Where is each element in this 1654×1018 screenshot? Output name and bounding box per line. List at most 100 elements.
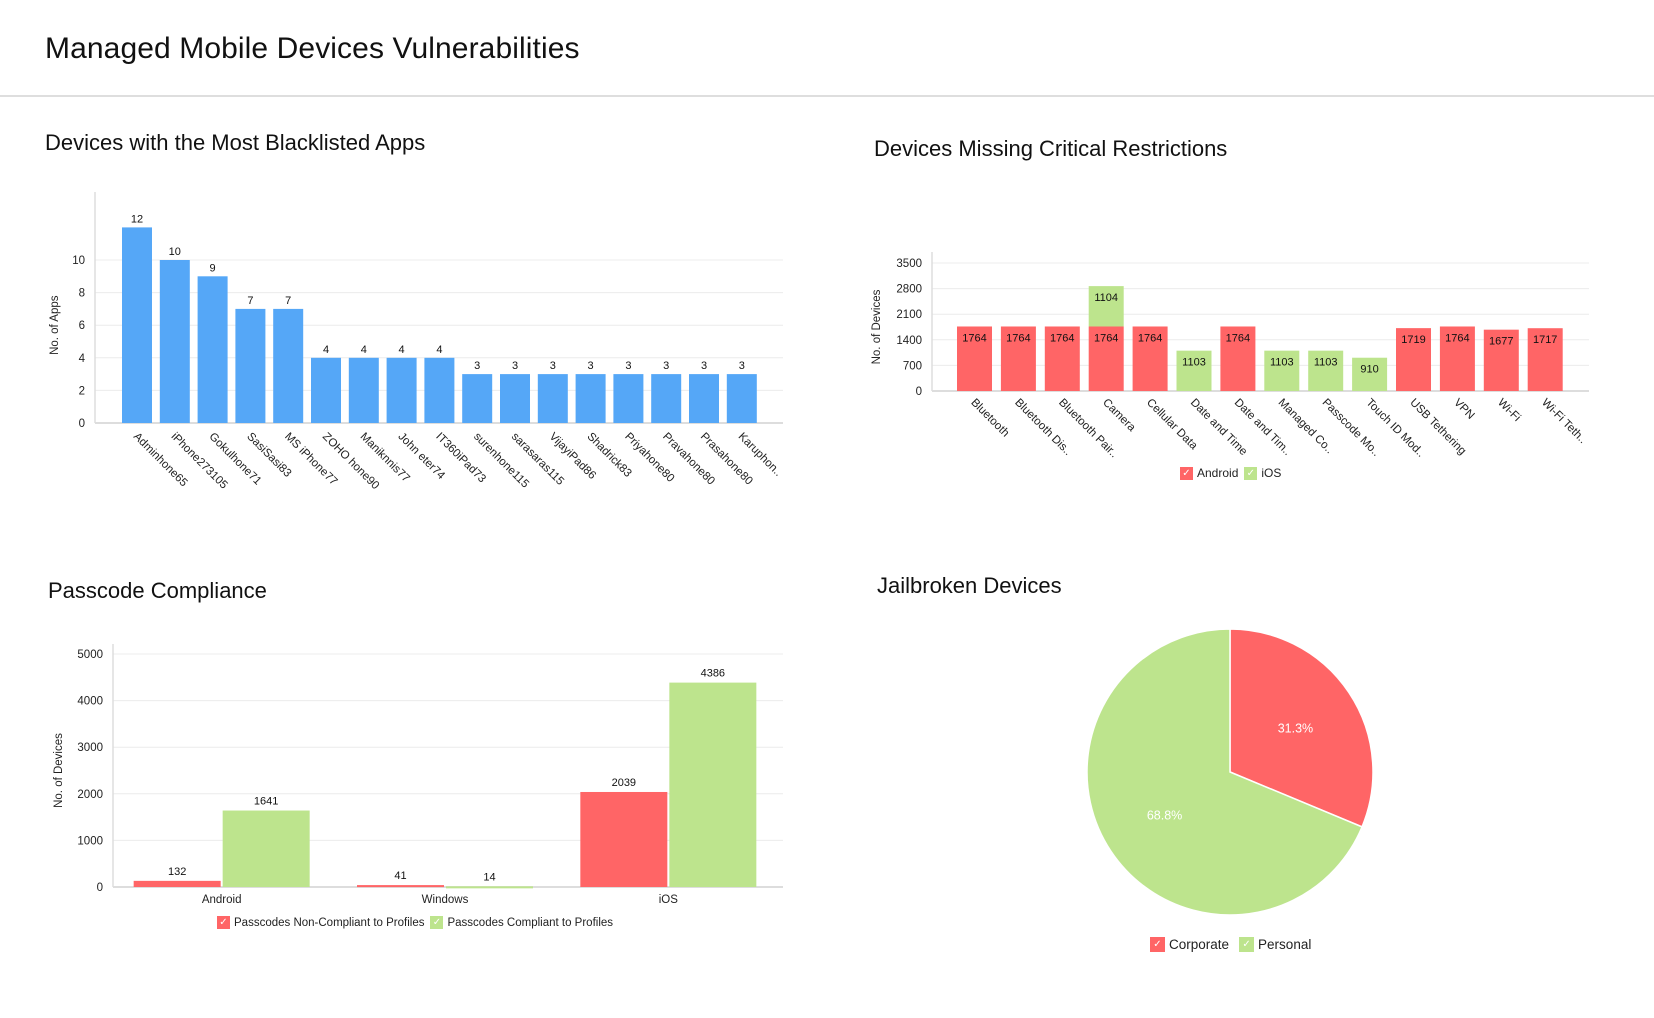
legend-item-corporate[interactable]: ✓ Corporate (1150, 937, 1229, 952)
data-label: 14 (483, 871, 495, 883)
bar-segment-android (1000, 326, 1036, 391)
data-label: 1764 (1006, 332, 1030, 344)
bar (462, 374, 493, 423)
bar (446, 886, 533, 889)
slice-label: 31.3% (1278, 721, 1313, 735)
data-label: 1641 (254, 796, 278, 808)
bar (669, 682, 757, 887)
bar-segment-ios (1088, 286, 1124, 327)
data-label: 1103 (1182, 357, 1206, 369)
x-tick-label: iOS (659, 894, 679, 906)
data-label: 1719 (1401, 334, 1425, 346)
legend-label: Corporate (1169, 937, 1230, 952)
legend-item-compliant[interactable]: ✓ Passcodes Compliant to Profiles (430, 916, 613, 929)
y-axis-title: No. of Devices (871, 289, 883, 364)
y-tick-label: 2100 (896, 309, 922, 321)
slice-label: 68.8% (1147, 809, 1182, 823)
chart-title-blacklisted: Devices with the Most Blacklisted Apps (45, 130, 426, 155)
y-tick-label: 3500 (896, 258, 922, 270)
data-label: 4 (399, 344, 405, 356)
bar-segment-ios (1352, 357, 1388, 391)
data-label: 4 (436, 344, 442, 356)
bar-segment-android (1044, 326, 1080, 391)
bar-segment-ios (1264, 350, 1300, 391)
bar-segment-android (1132, 326, 1168, 391)
data-label: 132 (168, 866, 186, 878)
check-icon: ✓ (217, 916, 230, 929)
y-axis-title: No. of Apps (49, 295, 61, 355)
legend-label: Passcodes Non-Compliant to Profiles (234, 916, 425, 929)
legend-item-android[interactable]: ✓ Android (1180, 466, 1238, 480)
bar (122, 227, 152, 423)
data-label: 1764 (962, 332, 986, 344)
y-tick-label: 0 (916, 386, 922, 398)
check-icon: ✓ (1239, 937, 1255, 952)
bar (386, 357, 417, 423)
y-tick-label: 700 (903, 360, 922, 372)
data-label: 4386 (701, 668, 725, 680)
bar (613, 374, 644, 423)
check-icon: ✓ (1150, 937, 1165, 952)
bar-segment-android (1220, 326, 1256, 391)
bar (235, 308, 266, 423)
bar (580, 791, 668, 887)
restrictions-legend: ✓ Android ✓ iOS (1180, 466, 1281, 480)
y-tick-label: 0 (79, 418, 85, 430)
data-label: 3 (588, 360, 594, 372)
data-label: 41 (394, 870, 406, 882)
legend-item-non-compliant[interactable]: ✓ Passcodes Non-Compliant to Profiles (217, 916, 424, 929)
chart-title-jailbroken: Jailbroken Devices (877, 573, 1062, 598)
bar (726, 374, 757, 423)
y-tick-label: 1000 (77, 835, 103, 847)
bar (348, 357, 379, 423)
bar (273, 308, 304, 423)
data-label: 1104 (1094, 292, 1118, 304)
bar-segment-android (1439, 326, 1475, 391)
pie-slice-personal (1086, 628, 1364, 916)
chart-title-passcode: Passcode Compliance (48, 578, 267, 603)
data-label: 7 (285, 295, 291, 307)
data-label: 10 (169, 246, 181, 258)
chart-title-restrictions: Devices Missing Critical Restrictions (874, 136, 1228, 161)
legend-item-ios[interactable]: ✓ iOS (1244, 466, 1281, 480)
bar-segment-ios (1308, 350, 1344, 391)
check-icon: ✓ (430, 916, 444, 929)
y-tick-label: 10 (72, 255, 85, 267)
page-title: Managed Mobile Devices Vulnerabilities (45, 32, 580, 65)
data-label: 3 (739, 360, 745, 372)
bar-segment-android (957, 326, 992, 391)
data-label: 1717 (1533, 334, 1557, 346)
y-tick-label: 4000 (77, 696, 103, 708)
legend-label: Android (1197, 466, 1239, 480)
check-icon: ✓ (1180, 466, 1193, 480)
bar (133, 880, 221, 887)
data-label: 3 (625, 360, 631, 372)
jailbroken-legend: ✓ Corporate ✓ Personal (1150, 937, 1311, 952)
passcode-legend: ✓ Passcodes Non-Compliant to Profiles ✓ … (217, 916, 613, 929)
x-tick-label: Android (202, 894, 242, 906)
y-tick-label: 2800 (896, 284, 922, 296)
legend-item-personal[interactable]: ✓ Personal (1239, 937, 1311, 952)
check-icon: ✓ (1244, 466, 1258, 480)
bar (689, 374, 719, 423)
bar (537, 374, 568, 423)
bar (651, 374, 682, 423)
bar (222, 810, 310, 887)
legend-label: Passcodes Compliant to Profiles (447, 916, 614, 929)
bar (424, 357, 455, 423)
data-label: 1677 (1489, 336, 1513, 348)
data-label: 4 (361, 344, 367, 356)
y-tick-label: 3000 (77, 742, 103, 754)
y-axis-title: No. of Devices (53, 733, 65, 808)
data-label: 1103 (1270, 357, 1294, 369)
y-tick-label: 8 (79, 288, 85, 300)
data-label: 1764 (1445, 332, 1469, 344)
y-tick-label: 6 (79, 320, 85, 332)
data-label: 9 (210, 262, 216, 274)
data-label: 1764 (1094, 332, 1118, 344)
pie-slice-corporate (1229, 628, 1374, 828)
y-tick-label: 5000 (77, 649, 103, 661)
data-label: 1103 (1314, 357, 1338, 369)
